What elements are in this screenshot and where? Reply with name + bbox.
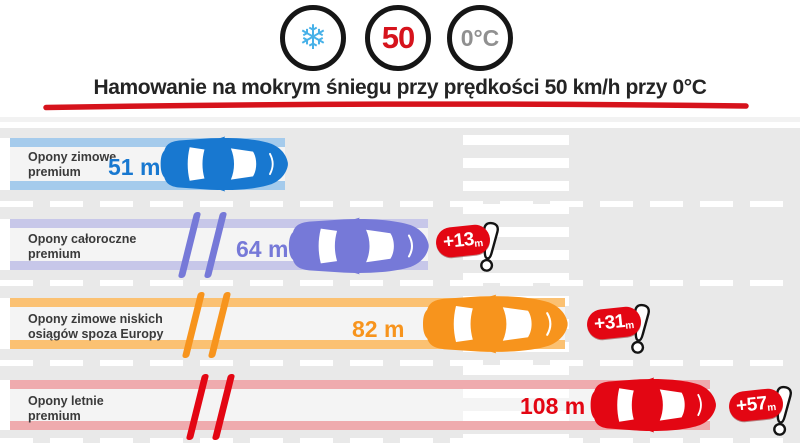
label-line: Opony zimowe	[28, 150, 117, 164]
road: Opony zimowe premium 51 m Opony całorocz…	[0, 128, 800, 443]
extra-distance-unit: m	[624, 319, 635, 332]
snow-condition-badge: ❄	[280, 5, 346, 71]
label-line: osiągów spoza Europy	[28, 327, 164, 341]
extra-distance-unit: m	[766, 401, 777, 414]
axis-break-marks	[177, 212, 240, 278]
tire-type-label: Opony zimowe niskich osiągów spoza Europ…	[28, 312, 163, 342]
lane-dashes	[0, 280, 800, 286]
label-line: Opony zimowe niskich	[28, 312, 163, 326]
lane-dashes	[0, 360, 800, 366]
title-underline	[43, 101, 749, 111]
tire-type-label: Opony zimowe premium	[28, 150, 116, 180]
car-icon	[589, 377, 717, 433]
speed-limit-badge: 50	[365, 5, 431, 71]
extra-distance-value: +13	[442, 228, 475, 254]
label-line: premium	[28, 165, 81, 179]
lane-dashes	[0, 438, 800, 443]
car-icon	[421, 294, 569, 354]
distance-value: 64 m	[236, 236, 289, 262]
lane-dashes	[0, 201, 800, 207]
tire-type-label: Opony letnie premium	[28, 394, 104, 424]
distance-value: 108 m	[520, 393, 586, 419]
label-line: Opony letnie	[28, 394, 104, 408]
tire-type-label: Opony całoroczne premium	[28, 232, 136, 262]
distance-value: 51 m	[108, 154, 161, 180]
bar-start-cap	[0, 138, 10, 190]
extra-distance-value: +31	[593, 310, 626, 336]
label-line: premium	[28, 409, 81, 423]
speed-value: 50	[381, 20, 415, 55]
temperature-badge: 0°C	[447, 5, 513, 71]
label-line: Opony całoroczne	[28, 232, 137, 246]
snowflake-icon: ❄	[298, 19, 328, 57]
temperature-value: 0°C	[460, 24, 500, 51]
axis-break-marks	[181, 292, 244, 358]
distance-value: 82 m	[352, 316, 405, 342]
axis-break-marks	[185, 374, 248, 440]
extra-distance-unit: m	[473, 237, 484, 250]
car-icon	[159, 136, 289, 192]
extra-distance-value: +57	[735, 392, 768, 418]
bar-start-cap	[0, 380, 10, 430]
divider-strip	[0, 117, 800, 122]
bar-start-cap	[0, 219, 10, 270]
bar-start-cap	[0, 298, 10, 349]
infographic-title: Hamowanie na mokrym śniegu przy prędkośc…	[93, 76, 707, 99]
label-line: premium	[28, 247, 81, 261]
car-icon	[287, 217, 430, 275]
